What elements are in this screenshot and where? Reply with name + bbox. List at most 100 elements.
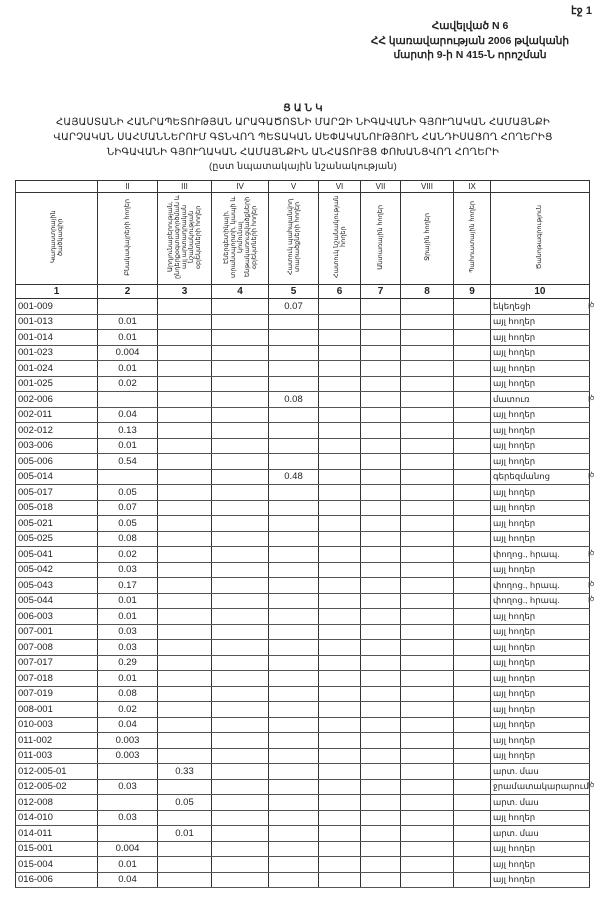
- empty-cell: [360, 546, 401, 563]
- column-header-text: Հատուկ նշանակության հողեր: [332, 195, 347, 279]
- empty-cell: [318, 561, 361, 578]
- empty-cell: [318, 763, 361, 780]
- empty-cell: [400, 747, 454, 764]
- cadastral-code: 001-024: [15, 360, 98, 377]
- empty-cell: [453, 778, 491, 795]
- annex-decree-line: ՀՀ կառավարության 2006 թվականի: [370, 35, 570, 47]
- title-line-1: ՀԱՅԱՍՏԱՆԻ ՀԱՆՐԱՊԵՏՈՒԹՅԱՆ ԱՐԱԳԱԾՈՏՆԻ ՄԱՐԶ…: [55, 117, 551, 128]
- protected-land-value: [268, 530, 319, 547]
- empty-cell: [360, 685, 401, 702]
- table-row: 010-003 0.04 այլ հողեր: [15, 716, 590, 733]
- protected-land-value: [268, 856, 319, 873]
- protected-land-value: [268, 623, 319, 640]
- protected-land-value: 0.48: [268, 468, 319, 485]
- protected-land-value: [268, 747, 319, 764]
- cadastral-code: 015-001: [15, 840, 98, 857]
- note-cell: այլ հողեր: [490, 484, 590, 501]
- note-cell: այլ հողեր: [490, 809, 590, 826]
- settlement-land-value: 0.01: [97, 856, 158, 873]
- industrial-land-value: [157, 856, 212, 873]
- cadastral-code: 005-044: [15, 592, 98, 609]
- settlement-land-value: 0.07: [97, 499, 158, 516]
- empty-cell: [400, 685, 454, 702]
- empty-cell: [453, 499, 491, 516]
- protected-land-value: [268, 809, 319, 826]
- empty-cell: [400, 763, 454, 780]
- empty-cell: [360, 639, 401, 656]
- empty-cell: [400, 809, 454, 826]
- empty-cell: [318, 453, 361, 470]
- note-cell: այլ հողեր: [490, 871, 590, 888]
- protected-land-value: [268, 499, 319, 516]
- note-cell: այլ հողեր: [490, 329, 590, 346]
- industrial-land-value: [157, 313, 212, 330]
- protected-land-value: [268, 422, 319, 439]
- annex-decree-date: մարտի 9-ի N 415-Ն որոշման: [393, 49, 547, 61]
- settlement-land-value: 0.02: [97, 546, 158, 563]
- empty-cell: [400, 608, 454, 625]
- empty-cell: [453, 825, 491, 842]
- infrastructure-land-value: [211, 747, 269, 764]
- industrial-land-value: [157, 515, 212, 532]
- empty-cell: [318, 732, 361, 749]
- empty-cell: [318, 670, 361, 687]
- empty-cell: [453, 592, 491, 609]
- industrial-land-value: [157, 623, 212, 640]
- empty-cell: [360, 701, 401, 718]
- empty-cell: [400, 701, 454, 718]
- industrial-land-value: [157, 406, 212, 423]
- settlement-land-value: 0.08: [97, 530, 158, 547]
- settlement-land-value: 0.01: [97, 437, 158, 454]
- empty-cell: [318, 499, 361, 516]
- infrastructure-land-value: [211, 546, 269, 563]
- protected-land-value: [268, 778, 319, 795]
- empty-cell: [453, 716, 491, 733]
- table-row: 005-006 0.54 այլ հողեր: [15, 453, 590, 470]
- empty-cell: [360, 747, 401, 764]
- cadastral-code: 007-018: [15, 670, 98, 687]
- empty-cell: [400, 437, 454, 454]
- settlement-land-value: 0.03: [97, 561, 158, 578]
- note-cell: այլ հողեր: [490, 608, 590, 625]
- protected-land-value: [268, 654, 319, 671]
- empty-cell: [453, 484, 491, 501]
- column-header-text: Արդյունաբերության, ընդերքօգտագործման և ա…: [167, 194, 202, 280]
- industrial-land-value: [157, 329, 212, 346]
- empty-cell: [400, 623, 454, 640]
- empty-cell: [318, 654, 361, 671]
- table-row: 005-042 0.03 այլ հողեր: [15, 561, 590, 578]
- empty-cell: [360, 716, 401, 733]
- empty-cell: [318, 375, 361, 392]
- table-row: 012-008 0.05 արտ. մաս: [15, 794, 590, 811]
- empty-cell: [318, 592, 361, 609]
- empty-cell: [453, 732, 491, 749]
- column-number: 4: [211, 284, 269, 299]
- empty-cell: [318, 546, 361, 563]
- cadastral-code: 003-006: [15, 437, 98, 454]
- infrastructure-land-value: [211, 623, 269, 640]
- note-cell: այլ հողեր: [490, 639, 590, 656]
- industrial-land-value: 0.33: [157, 763, 212, 780]
- empty-cell: [318, 577, 361, 594]
- empty-cell: [400, 468, 454, 485]
- column-header: Հատուկ նշանակության հողեր: [318, 192, 361, 285]
- table-row: 001-013 0.01 այլ հողեր: [15, 313, 590, 330]
- note-cell: այլ հողեր: [490, 499, 590, 516]
- margin-mark: լծ: [588, 782, 595, 789]
- cadastral-code: 005-017: [15, 484, 98, 501]
- industrial-land-value: [157, 344, 212, 361]
- industrial-land-value: [157, 747, 212, 764]
- industrial-land-value: [157, 577, 212, 594]
- settlement-land-value: [97, 825, 158, 842]
- settlement-land-value: 0.01: [97, 313, 158, 330]
- empty-cell: [360, 515, 401, 532]
- table-row: 011-002 0.003 այլ հողեր: [15, 732, 590, 749]
- note-cell: արտ. մաս: [490, 763, 590, 780]
- table-row: 001-025 0.02 այլ հողեր: [15, 375, 590, 392]
- settlement-land-value: 0.03: [97, 809, 158, 826]
- empty-cell: [400, 453, 454, 470]
- cadastral-code: 012-005-01: [15, 763, 98, 780]
- industrial-land-value: [157, 701, 212, 718]
- infrastructure-land-value: [211, 298, 269, 315]
- cadastral-code: 001-013: [15, 313, 98, 330]
